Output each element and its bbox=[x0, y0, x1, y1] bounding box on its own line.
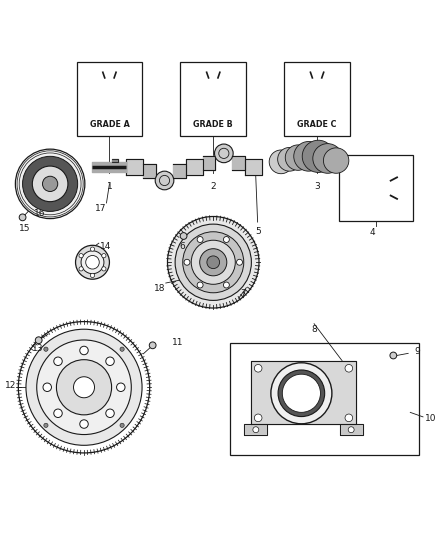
Circle shape bbox=[345, 365, 353, 372]
Circle shape bbox=[102, 266, 106, 271]
Circle shape bbox=[215, 144, 233, 163]
Circle shape bbox=[285, 145, 311, 171]
Circle shape bbox=[184, 259, 190, 265]
Text: 3: 3 bbox=[314, 182, 320, 191]
Circle shape bbox=[79, 266, 83, 271]
Circle shape bbox=[74, 377, 95, 398]
Bar bbox=[77, 62, 142, 136]
Text: 15: 15 bbox=[19, 224, 31, 233]
Circle shape bbox=[80, 420, 88, 429]
Circle shape bbox=[106, 357, 114, 366]
Bar bbox=[230, 343, 419, 455]
Circle shape bbox=[120, 347, 124, 351]
Circle shape bbox=[35, 337, 42, 344]
Circle shape bbox=[32, 166, 68, 201]
Text: GRADE C: GRADE C bbox=[297, 120, 337, 130]
Circle shape bbox=[43, 383, 52, 392]
Text: 7: 7 bbox=[240, 289, 246, 298]
Circle shape bbox=[26, 329, 142, 445]
Text: 16: 16 bbox=[34, 209, 45, 218]
Circle shape bbox=[90, 247, 95, 251]
Text: 9: 9 bbox=[414, 347, 420, 356]
Circle shape bbox=[223, 237, 230, 243]
Circle shape bbox=[237, 259, 243, 265]
Text: 10: 10 bbox=[425, 414, 437, 423]
Circle shape bbox=[18, 321, 150, 453]
Circle shape bbox=[54, 409, 62, 417]
Circle shape bbox=[15, 149, 85, 219]
Circle shape bbox=[117, 383, 125, 392]
Circle shape bbox=[348, 427, 354, 433]
Circle shape bbox=[207, 256, 219, 269]
Circle shape bbox=[294, 141, 323, 171]
Circle shape bbox=[390, 352, 397, 359]
Circle shape bbox=[57, 360, 112, 415]
Circle shape bbox=[278, 370, 325, 417]
Circle shape bbox=[197, 282, 203, 288]
Text: 4: 4 bbox=[369, 228, 375, 237]
Bar bbox=[339, 155, 413, 221]
Circle shape bbox=[42, 176, 58, 191]
Circle shape bbox=[313, 143, 343, 173]
Circle shape bbox=[149, 342, 156, 349]
Text: 18: 18 bbox=[154, 284, 166, 293]
Circle shape bbox=[102, 254, 106, 258]
Circle shape bbox=[175, 224, 251, 301]
Polygon shape bbox=[251, 361, 357, 424]
Text: 12: 12 bbox=[5, 382, 16, 391]
Circle shape bbox=[197, 237, 203, 243]
Circle shape bbox=[44, 347, 48, 351]
Circle shape bbox=[302, 140, 335, 173]
Circle shape bbox=[75, 245, 110, 279]
Text: GRADE B: GRADE B bbox=[193, 120, 233, 130]
Circle shape bbox=[180, 232, 187, 239]
Text: 17: 17 bbox=[95, 204, 107, 213]
Circle shape bbox=[183, 232, 244, 293]
Circle shape bbox=[37, 340, 131, 434]
Circle shape bbox=[19, 214, 26, 221]
Circle shape bbox=[278, 148, 301, 171]
Circle shape bbox=[167, 216, 259, 308]
Text: 1: 1 bbox=[106, 182, 112, 191]
Circle shape bbox=[155, 171, 174, 190]
Circle shape bbox=[86, 255, 99, 269]
Bar bbox=[284, 62, 350, 136]
Circle shape bbox=[54, 357, 62, 366]
Circle shape bbox=[223, 282, 230, 288]
Polygon shape bbox=[339, 424, 363, 435]
Circle shape bbox=[23, 156, 78, 212]
Text: 2: 2 bbox=[210, 182, 216, 191]
Polygon shape bbox=[244, 424, 268, 435]
Text: 11: 11 bbox=[172, 338, 183, 346]
Circle shape bbox=[283, 374, 321, 413]
Circle shape bbox=[271, 363, 332, 424]
Circle shape bbox=[200, 249, 227, 276]
Circle shape bbox=[79, 254, 83, 258]
Text: 14: 14 bbox=[99, 242, 111, 251]
Text: 13: 13 bbox=[32, 344, 43, 353]
Bar bbox=[180, 62, 246, 136]
Circle shape bbox=[120, 423, 124, 427]
Circle shape bbox=[191, 240, 235, 284]
Circle shape bbox=[254, 365, 262, 372]
Text: GRADE A: GRADE A bbox=[89, 120, 129, 130]
Circle shape bbox=[44, 423, 48, 427]
Text: 5: 5 bbox=[255, 227, 261, 236]
Circle shape bbox=[269, 150, 293, 174]
Circle shape bbox=[106, 409, 114, 417]
Text: 6: 6 bbox=[180, 242, 185, 251]
Circle shape bbox=[80, 346, 88, 355]
Text: 8: 8 bbox=[311, 325, 317, 334]
Circle shape bbox=[254, 414, 262, 422]
Circle shape bbox=[323, 148, 349, 173]
Circle shape bbox=[253, 427, 259, 433]
Circle shape bbox=[345, 414, 353, 422]
Circle shape bbox=[81, 251, 104, 274]
Circle shape bbox=[90, 273, 95, 278]
